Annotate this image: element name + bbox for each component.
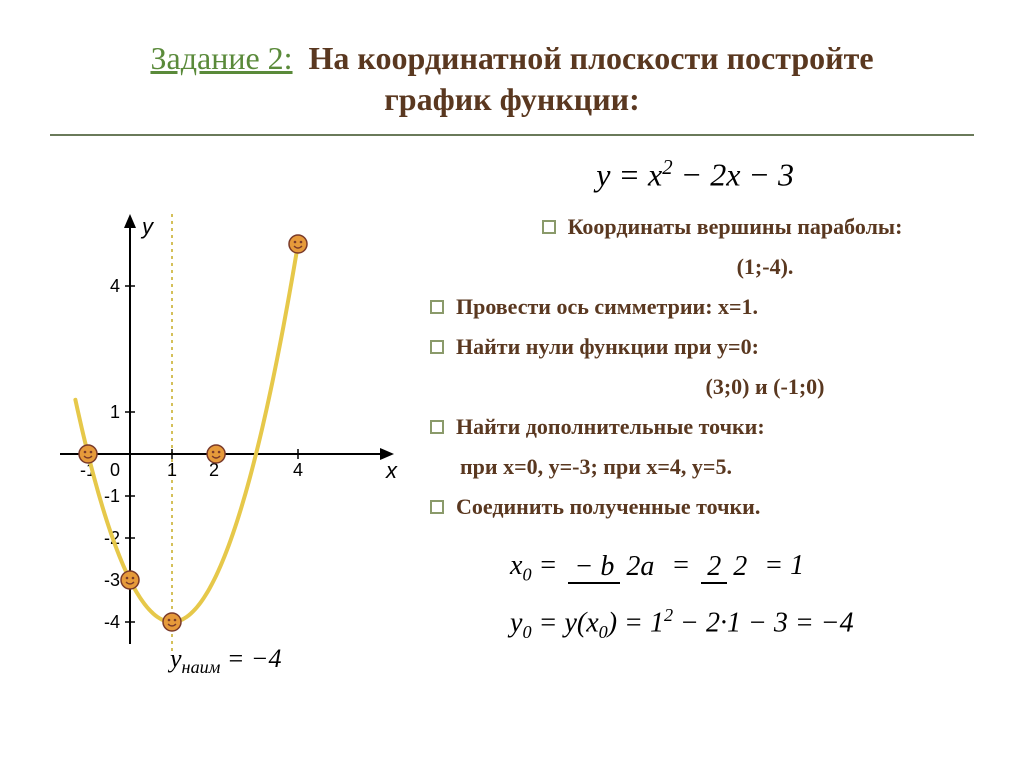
divider — [50, 134, 974, 136]
content-row: -1124-4-3-2-1140ху yнаим = −4 Координаты… — [50, 214, 974, 694]
bullet-text: Координаты вершины параболы: — [568, 214, 903, 240]
bullet-item: Провести ось симметрии: х=1. — [430, 294, 974, 320]
bullet-text: при х=0, у=-3; при х=4, у=5. — [460, 454, 732, 480]
bullet-item: Координаты вершины параболы: — [430, 214, 974, 240]
svg-text:-1: -1 — [104, 486, 120, 506]
task-label: Задание 2: — [150, 40, 292, 77]
bullet-list: Координаты вершины параболы: (1;-4). Про… — [430, 214, 974, 694]
bullet-item: Найти нули функции при у=0: — [430, 334, 974, 360]
bullet-indent: при х=0, у=-3; при х=4, у=5. — [430, 454, 974, 480]
bullet-sub: (1;-4). — [456, 254, 974, 280]
chart-svg: -1124-4-3-2-1140ху — [50, 214, 400, 654]
bullet-square-icon — [430, 500, 444, 514]
bullet-text: Найти дополнительные точки: — [456, 414, 765, 440]
title-line2: график функции: — [50, 81, 974, 118]
svg-text:4: 4 — [293, 460, 303, 480]
slide: Задание 2: На координатной плоскости пос… — [0, 0, 1024, 767]
bullet-square-icon — [542, 220, 556, 234]
bullet-item: Соединить полученные точки. — [430, 494, 974, 520]
bullet-text: Соединить полученные точки. — [456, 494, 760, 520]
bullet-sub: (3;0) и (-1;0) — [456, 374, 974, 400]
svg-text:1: 1 — [167, 460, 177, 480]
bullet-text: Провести ось симметрии: х=1. — [456, 294, 758, 320]
bullet-text: Найти нули функции при у=0: — [456, 334, 759, 360]
chart-area: -1124-4-3-2-1140ху yнаим = −4 — [50, 214, 400, 694]
bullet-square-icon — [430, 300, 444, 314]
bullet-item: Найти дополнительные точки: — [430, 414, 974, 440]
bullet-square-icon — [430, 340, 444, 354]
svg-text:у: у — [140, 214, 155, 239]
main-equation: y = x2 − 2x − 3 — [50, 156, 794, 194]
svg-text:-4: -4 — [104, 612, 120, 632]
formula-y0: y0 = y(x0) = 12 − 2·1 − 3 = −4 — [430, 605, 974, 643]
formula-x0: x0 = − b2a = 22 = 1 — [430, 550, 974, 586]
y-min-label: yнаим = −4 — [170, 644, 281, 678]
svg-text:4: 4 — [110, 276, 120, 296]
svg-text:х: х — [385, 458, 398, 483]
svg-text:1: 1 — [110, 402, 120, 422]
bullet-square-icon — [430, 420, 444, 434]
svg-text:0: 0 — [110, 460, 120, 480]
title-line1: На координатной плоскости постройте — [309, 40, 874, 77]
title-row: Задание 2: На координатной плоскости пос… — [50, 40, 974, 77]
svg-text:-3: -3 — [104, 570, 120, 590]
